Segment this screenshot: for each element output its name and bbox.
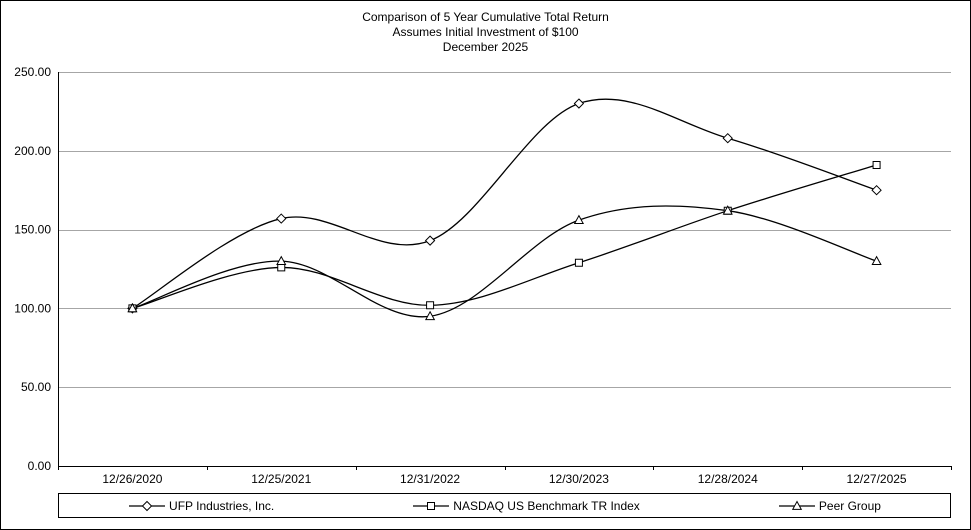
x-axis-tick-label: 12/26/2020 [102,472,162,486]
legend: UFP Industries, Inc. NASDAQ US Benchmark… [58,493,951,518]
series-line-triangle [132,205,877,318]
data-point-square [574,258,583,267]
x-axis-tick-label: 12/28/2024 [698,472,758,486]
data-point-square [872,160,881,169]
x-axis-tick-label: 12/30/2023 [549,472,609,486]
data-point-diamond [871,184,882,196]
y-axis-tick-label: 100.00 [14,301,51,315]
data-point-diamond [722,132,733,144]
data-point-triangle [424,310,436,321]
chart-title: Comparison of 5 Year Cumulative Total Re… [1,10,970,55]
series-line-square [132,164,877,310]
x-axis-tick-label: 12/31/2022 [400,472,460,486]
legend-item-nasdaq-benchmark: NASDAQ US Benchmark TR Index [412,499,640,513]
legend-marker-diamond-icon [129,500,166,511]
y-axis-tick-label: 150.00 [14,223,51,237]
y-axis-tick-label: 0.00 [28,459,52,473]
x-axis-tick-label: 12/25/2021 [251,472,311,486]
data-point-triangle [722,205,733,215]
legend-marker-triangle-icon [778,499,815,510]
chart-title-line2: Assumes Initial Investment of $100 [392,25,579,39]
legend-label: NASDAQ US Benchmark TR Index [453,498,640,513]
legend-item-ufp-industries: UFP Industries, Inc. [128,499,274,513]
series-line-diamond [132,98,877,309]
data-point-diamond [573,98,585,109]
data-point-diamond [424,235,436,246]
legend-item-peer-group: Peer Group [778,499,881,513]
chart-title-line1: Comparison of 5 Year Cumulative Total Re… [362,10,609,24]
data-point-triangle [573,214,585,225]
data-point-triangle [127,302,138,313]
x-axis-tick-label: 12/27/2025 [847,472,907,486]
data-point-triangle [276,255,287,265]
data-point-square [426,301,435,310]
y-axis-tick-label: 200.00 [14,144,51,158]
data-point-diamond [276,213,287,224]
y-axis-tick-label: 50.00 [21,380,51,394]
y-axis-tick-label: 250.00 [14,65,51,79]
legend-label: Peer Group [818,498,881,513]
data-point-triangle [871,255,882,265]
legend-marker-square-icon [413,501,450,510]
chart-title-line3: December 2025 [442,40,529,54]
legend-label: UFP Industries, Inc. [169,498,275,513]
